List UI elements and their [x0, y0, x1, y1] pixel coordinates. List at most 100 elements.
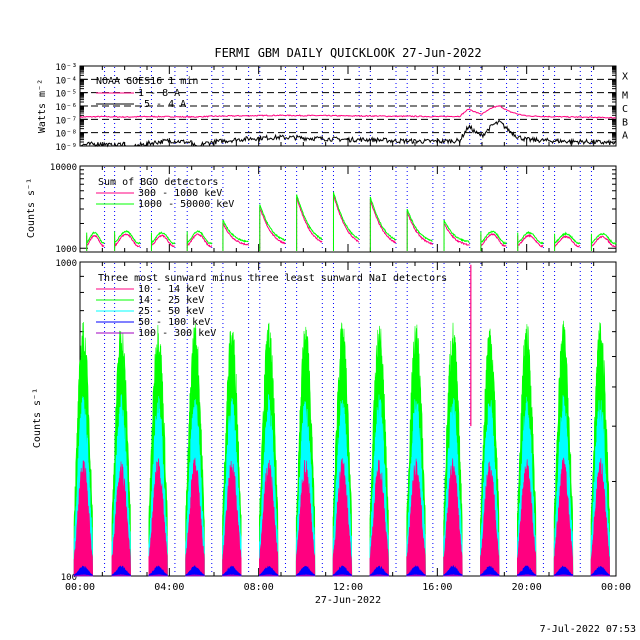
bgo-series-line — [186, 233, 213, 248]
bgo-series-line — [86, 231, 105, 244]
x-axis-label: 27-Jun-2022 — [315, 595, 381, 606]
nai-series-area — [553, 574, 573, 577]
nai-series-area — [443, 458, 463, 577]
nai-panel: 1000 100 Counts s⁻¹ Three most sunward minu… — [32, 259, 617, 583]
nai-series-area — [369, 459, 389, 577]
nai-legend-label: 10 - 14 keV — [138, 284, 204, 295]
x-tick-label: 04:00 — [154, 582, 184, 593]
nai-series-area — [295, 565, 316, 577]
bgo-series-line — [259, 207, 286, 245]
nai-series-area — [590, 458, 611, 577]
bgo-series-line — [554, 234, 581, 248]
x-tick-label: 00:00 — [601, 582, 631, 593]
bgo-series-line — [114, 233, 141, 248]
bgo-series-line — [296, 197, 323, 243]
bgo-y-tick-label: 1000 — [55, 245, 77, 255]
nai-series-area — [332, 458, 353, 577]
goes-class-label: X — [622, 71, 628, 82]
nai-series-area — [369, 565, 389, 577]
bgo-series-line — [517, 230, 544, 245]
bgo-series-line — [369, 196, 396, 241]
nai-series-area — [480, 565, 500, 577]
nai-y-tick-label: 100 — [61, 573, 77, 583]
nai-y-axis-label: Counts s⁻¹ — [32, 388, 43, 448]
bgo-series-line — [186, 230, 213, 245]
nai-series-area — [111, 565, 132, 577]
nai-series-area — [480, 574, 500, 577]
bgo-series-line — [554, 231, 581, 245]
bgo-series-line — [480, 233, 507, 247]
nai-series-area — [516, 459, 537, 577]
bgo-series-line — [296, 194, 323, 241]
nai-legend-label: 100 - 300 keV — [138, 328, 216, 339]
bgo-y-tick-label: 10000 — [50, 163, 77, 173]
nai-series-area — [590, 565, 611, 577]
nai-legend-title: Three most sunward minus three least sun… — [98, 273, 447, 284]
goes-class-label: M — [622, 91, 628, 102]
goes-class-label: A — [622, 131, 628, 142]
goes-class-label: C — [622, 104, 628, 115]
nai-series-area — [553, 457, 574, 577]
nai-series-area — [443, 565, 463, 577]
x-tick-label: 08:00 — [244, 582, 274, 593]
bgo-series-line — [86, 235, 105, 248]
bgo-series-line — [151, 234, 175, 248]
bgo-series-line — [151, 231, 176, 245]
nai-series-area — [148, 565, 168, 577]
bgo-legend-title: Sum of BGO detectors — [98, 177, 218, 188]
nai-series-area — [516, 574, 537, 577]
goes-y-tick-label: 10⁻⁷ — [55, 116, 77, 126]
bgo-legend-label: 300 - 1000 keV — [138, 188, 222, 199]
nai-series-area — [258, 565, 279, 577]
nai-series-area — [590, 574, 611, 577]
nai-series-area — [111, 461, 132, 577]
nai-series-area — [222, 565, 242, 577]
nai-series-area — [406, 458, 426, 577]
x-tick-label: 20:00 — [512, 582, 542, 593]
goes-y-tick-label: 10⁻⁸ — [55, 130, 77, 140]
goes-legend-title: NOAA GOES16 1 min — [96, 76, 198, 87]
goes-legend-label: 1 - 8 A — [138, 88, 180, 99]
goes-y-tick-label: 10⁻³ — [55, 63, 77, 73]
nai-series-area — [222, 460, 242, 577]
goes-y-tick-label: 10⁻⁹ — [55, 143, 77, 153]
bgo-series-line — [591, 235, 617, 248]
bgo-series-line — [259, 204, 286, 242]
nai-series-area — [406, 574, 427, 577]
bgo-series-line — [222, 222, 249, 246]
nai-series-area — [73, 574, 94, 577]
nai-series-area — [332, 565, 353, 577]
nai-series-area — [406, 565, 426, 577]
nai-series-area — [295, 574, 316, 577]
goes-y-tick-label: 10⁻⁵ — [55, 90, 77, 100]
nai-series-area — [258, 574, 279, 577]
bgo-series-line — [480, 230, 507, 245]
bgo-series-line — [333, 191, 360, 240]
nai-legend-label: 14 - 25 keV — [138, 295, 204, 306]
nai-series-area — [148, 574, 168, 577]
nai-series-area — [185, 565, 205, 577]
bgo-panel: 10000 1000 Counts s⁻¹ Sum of BGO detectors3… — [26, 163, 617, 255]
goes-y-tick-label: 10⁻⁶ — [55, 103, 77, 113]
goes-class-label: B — [622, 117, 628, 128]
bgo-series-line — [406, 209, 433, 242]
nai-series-area — [73, 460, 94, 577]
bgo-series-line — [443, 219, 470, 244]
bgo-series-line — [406, 211, 433, 246]
nai-series-area — [516, 565, 537, 577]
x-tick-label: 12:00 — [333, 582, 363, 593]
nai-y-tick-label: 1000 — [55, 259, 77, 269]
bgo-series-line — [333, 195, 360, 243]
goes-legend-label: .5 - 4 A — [138, 99, 186, 110]
nai-series-area — [185, 457, 205, 577]
goes-y-tick-label: 10⁻⁴ — [55, 76, 77, 86]
nai-series-area — [111, 574, 131, 577]
bgo-series-line — [114, 230, 141, 245]
x-tick-label: 00:00 — [65, 582, 95, 593]
nai-series-area — [148, 458, 168, 577]
bgo-y-axis-label: Counts s⁻¹ — [26, 178, 37, 238]
nai-series-area — [222, 574, 242, 577]
page-title: FERMI GBM DAILY QUICKLOOK 27-Jun-2022 — [214, 46, 481, 60]
